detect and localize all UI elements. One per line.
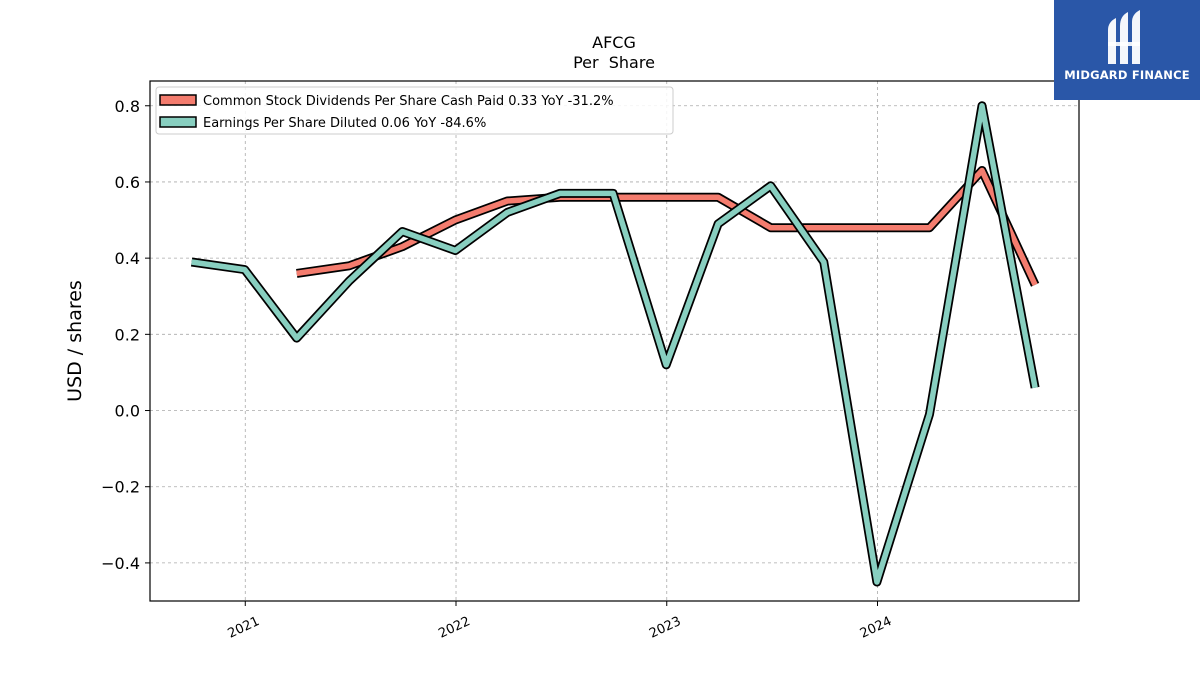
x-tick-label: 2022 [436,614,472,642]
y-tick-label: 0.6 [115,173,140,192]
y-tick-label: −0.4 [101,554,140,573]
series-lines [190,101,1040,587]
x-tick-label: 2024 [858,614,894,642]
y-tick-label: 0.8 [115,97,140,116]
y-axis-label: USD / shares [64,280,86,402]
chart-title: AFCG [592,33,636,52]
x-tick-label: 2021 [226,614,262,642]
axis-ticks: −0.4 −0.2 0.0 0.2 0.4 0.6 0.8 2021 2022 2023 2024 [101,97,894,642]
x-tick-label: 2023 [647,614,683,642]
legend: Common Stock Dividends Per Share Cash Pa… [155,86,674,135]
chart-subtitle: Per Share [573,53,655,72]
y-tick-label: 0.4 [115,249,140,268]
legend-swatch-1 [159,116,197,128]
series-line-0 [296,167,1038,286]
legend-swatch-0 [159,94,197,106]
y-tick-label: 0.2 [115,325,140,344]
legend-box [155,86,674,135]
legend-label-0: Common Stock Dividends Per Share Cash Pa… [203,94,614,109]
series-line-1 [191,103,1038,585]
plot-frame [149,80,1080,602]
brand-logo-icon [1108,10,1140,64]
brand-name: MIDGARD FINANCE [1064,68,1190,82]
series-outline-1 [190,101,1040,587]
brand-logo: MIDGARD FINANCE [1054,0,1200,100]
legend-label-1: Earnings Per Share Diluted 0.06 YoY -84.… [203,116,486,131]
y-tick-label: 0.0 [115,402,140,421]
y-tick-label: −0.2 [101,478,140,497]
